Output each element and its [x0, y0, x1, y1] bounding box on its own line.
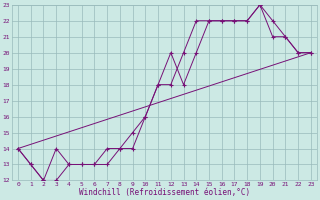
X-axis label: Windchill (Refroidissement éolien,°C): Windchill (Refroidissement éolien,°C) [79, 188, 250, 197]
